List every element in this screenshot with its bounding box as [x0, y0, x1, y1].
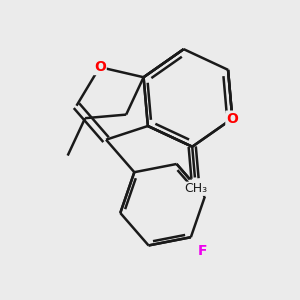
Text: F: F	[198, 244, 207, 258]
Text: CH₃: CH₃	[184, 182, 208, 195]
Text: O: O	[226, 112, 238, 126]
Text: O: O	[94, 60, 106, 74]
Text: O: O	[190, 181, 202, 195]
